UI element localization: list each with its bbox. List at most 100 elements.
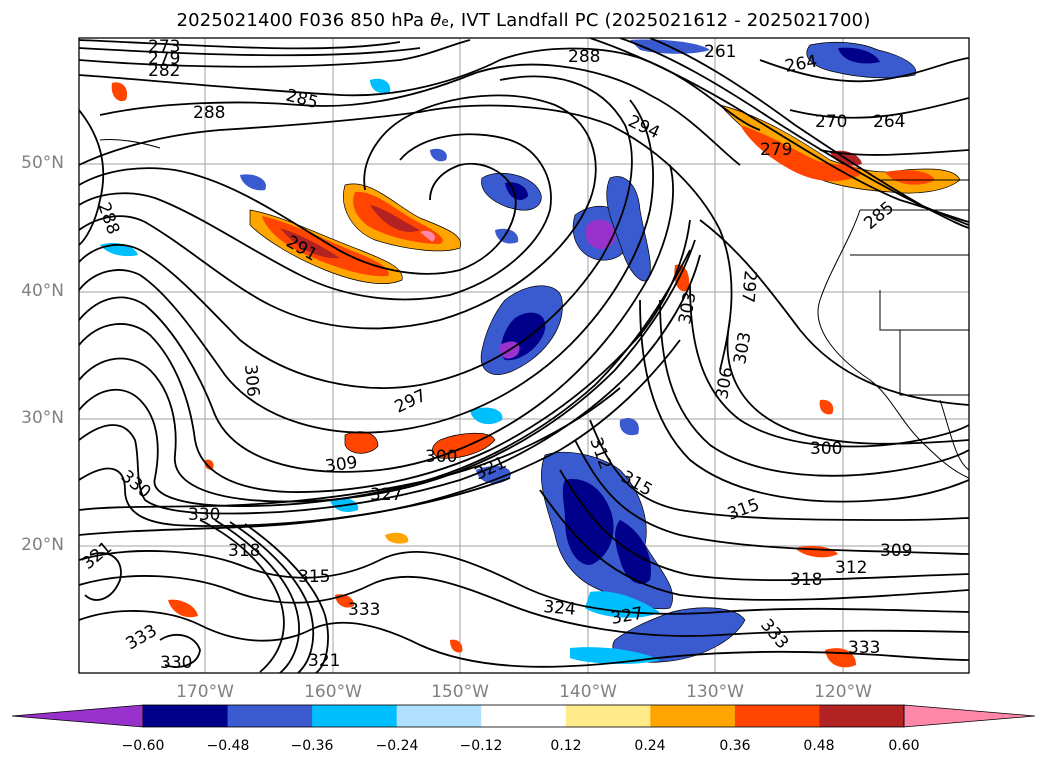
contour	[79, 133, 552, 301]
state-border	[879, 290, 969, 331]
contour	[79, 99, 654, 434]
contour	[79, 239, 696, 503]
neg-patch-peak	[585, 219, 616, 250]
contour	[79, 109, 105, 246]
contour	[79, 39, 401, 50]
contour-label: 261	[704, 42, 736, 62]
contour	[199, 519, 285, 673]
colorbar-segment	[734, 705, 820, 727]
contour-label: 282	[148, 61, 180, 81]
pos-patch	[385, 532, 409, 544]
colorbar-tick: 0.36	[719, 738, 751, 754]
contour	[539, 489, 969, 601]
contour	[79, 254, 701, 515]
contour	[559, 469, 969, 582]
contour-label: 270	[815, 112, 847, 132]
contour	[689, 284, 969, 448]
contour-label: 324	[543, 597, 577, 620]
pos-patch-max	[420, 230, 435, 242]
contour	[79, 164, 674, 473]
colorbar-right-outline	[903, 704, 1036, 728]
contour	[639, 299, 969, 503]
colorbar-segment	[565, 705, 651, 727]
contour	[574, 439, 969, 555]
contour	[79, 94, 597, 330]
theta-e-contours	[79, 38, 969, 673]
contour-label: 273	[148, 37, 180, 57]
colorbar-segments	[143, 705, 905, 727]
neg-patch-core	[838, 47, 880, 64]
coastline-aleutians	[99, 139, 161, 149]
contour-label: 315	[298, 567, 330, 587]
neg-patch	[619, 417, 639, 436]
contour	[244, 523, 329, 673]
colorbar-tick: 0.12	[550, 738, 582, 754]
contour-label: 279	[760, 140, 792, 160]
neg-patch-edge	[370, 78, 391, 94]
title-theta: θ	[430, 10, 442, 31]
contour	[79, 550, 969, 615]
contour	[726, 319, 969, 445]
neg-patch-edge	[470, 407, 503, 425]
contour	[79, 249, 691, 507]
contour-label: 297	[737, 270, 760, 304]
map-frame	[78, 37, 970, 674]
contour-label: 279	[148, 49, 180, 69]
contour-label: 321	[308, 651, 340, 671]
contour-label-group: 273 279 282 288 285 288 294 261 264 270 …	[79, 37, 912, 673]
neg-patch	[240, 174, 266, 191]
colorbar-segment	[227, 705, 313, 727]
colorbar-segment	[650, 705, 736, 727]
contour	[619, 38, 969, 226]
lat-label-40n: 40°N	[21, 281, 64, 301]
contour	[79, 219, 691, 493]
contour-label: 333	[348, 600, 380, 620]
contour-label: 327	[370, 485, 402, 505]
contour	[229, 521, 315, 673]
lat-label-30n: 30°N	[21, 408, 64, 428]
colorbar-tick: −0.48	[206, 738, 250, 754]
contour	[214, 519, 300, 673]
contour	[159, 633, 201, 668]
contour-label: 288	[193, 103, 225, 123]
pos-patch-core	[262, 216, 389, 277]
contour	[79, 162, 517, 275]
neg-patch-edge	[585, 591, 660, 618]
map-plot-area: 273 279 282 288 285 288 294 261 264 270 …	[79, 37, 969, 673]
colorbar-tick: −0.60	[121, 738, 165, 754]
coastline-baja	[939, 399, 969, 471]
neg-patch	[430, 148, 447, 162]
colorbar-tick: 0.48	[803, 738, 835, 754]
contour-label: 288	[568, 47, 600, 67]
contour	[99, 63, 741, 166]
contour-label: 309	[324, 453, 359, 477]
contour-label: 318	[228, 541, 260, 561]
title-suffix: , IVT Landfall PC (2025021612 - 20250217…	[449, 10, 871, 31]
pos-patch-peak	[370, 205, 420, 232]
state-border	[899, 330, 969, 396]
contour-label: 264	[873, 112, 905, 132]
title-theta-subscript: e	[441, 15, 450, 29]
colorbar-tick: −0.24	[375, 738, 419, 754]
contour	[79, 104, 733, 371]
coastline-north-america	[817, 209, 969, 479]
pos-patch	[450, 639, 463, 653]
colorbar	[11, 704, 1036, 728]
contour	[699, 219, 969, 406]
colorbar-left-outline	[11, 704, 144, 728]
lon-label-130w: 130°W	[686, 682, 744, 702]
contour-label: 333	[848, 638, 880, 658]
title-prefix: 2025021400 F036 850 hPa	[176, 10, 431, 31]
contour	[79, 387, 621, 511]
contour	[659, 299, 969, 477]
coastlines	[99, 139, 969, 479]
lon-label-160w: 160°W	[304, 682, 362, 702]
lon-label-150w: 150°W	[431, 682, 489, 702]
contour-label: 309	[880, 541, 912, 561]
colorbar-tick: 0.24	[634, 738, 666, 754]
colorbar-segment	[396, 705, 482, 727]
contour-label: 330	[188, 505, 220, 525]
contour	[759, 57, 969, 83]
contour	[79, 610, 969, 668]
pos-patch-core	[740, 125, 860, 182]
